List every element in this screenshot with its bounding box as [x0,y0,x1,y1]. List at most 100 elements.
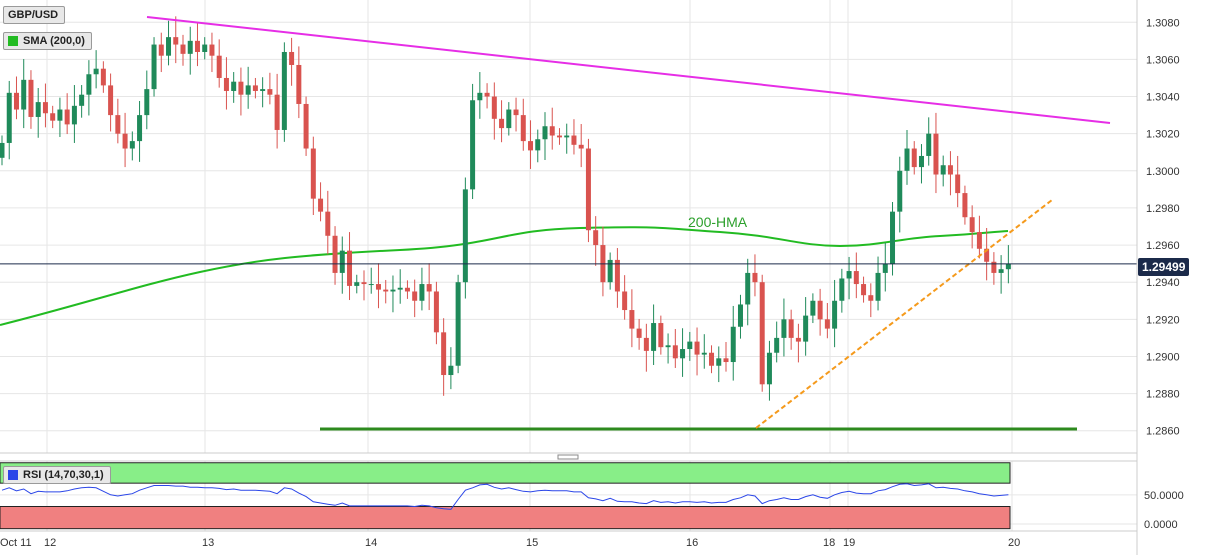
candle [274,73,280,149]
time-tick-label: 15 [526,537,538,549]
rising-trendline [755,199,1053,429]
candle-body [180,44,186,54]
price-tick-label: 1.3020 [1146,129,1180,141]
candle-body [361,282,367,285]
candle-body [6,92,12,143]
candle [108,73,114,132]
candle [622,275,628,320]
candle [238,67,244,116]
candle-body [737,304,743,327]
candle [332,226,338,285]
rsi-legend[interactable]: RSI (14,70,30,1) [3,466,111,484]
candle [535,129,541,163]
candle [289,37,295,86]
candle [0,135,5,166]
candle [296,46,302,119]
candle-body [303,103,309,149]
candle-body [390,289,396,292]
candle [180,34,186,66]
candle [137,100,143,162]
candle [28,70,34,129]
candle [6,80,12,160]
candle-body [933,133,939,175]
candle-body [281,51,287,130]
candle [412,279,418,318]
candle [122,112,128,168]
candle [882,242,888,292]
candle-body [629,310,635,329]
candle-body [868,295,874,301]
candle [614,248,620,308]
candle [643,323,649,372]
rsi-line [1,483,1009,510]
pane-resize-handle-icon [557,454,579,460]
time-tick-label: 18 [823,537,835,549]
candle [810,293,816,324]
time-tick-label: 16 [686,537,698,549]
candle [701,334,707,369]
candle-body [1005,263,1011,270]
rsi-swatch-icon [8,470,18,480]
candle-body [890,211,896,264]
candle-body [810,300,816,316]
sma-legend[interactable]: SMA (200,0) [3,32,92,50]
candle-body [13,92,19,110]
candle [21,59,27,129]
candle [151,37,157,97]
candle [100,61,106,93]
candle-body [325,211,331,236]
candle [817,288,823,336]
candle-body [491,96,497,119]
time-tick-label: 20 [1008,537,1020,549]
rsi-series [1,483,1009,510]
candle [578,124,584,168]
price-tick-label: 1.2900 [1146,351,1180,363]
candle-body [173,37,179,45]
candle-body [267,89,273,95]
candle [194,22,200,67]
candle [672,328,678,368]
candle [861,276,867,303]
candle-body [976,232,982,249]
candle [470,83,476,200]
price-tick-label: 1.3060 [1146,54,1180,66]
candle [803,297,809,356]
candle-body [71,105,77,125]
candle-body [397,287,403,290]
candle-body [231,81,237,91]
candle-body [441,332,447,376]
candle-body [404,287,410,292]
rsi-tick-label: 50.0000 [1144,490,1184,502]
candle [426,263,432,311]
candle [926,117,932,166]
symbol-legend[interactable]: GBP/USD [3,6,66,24]
price-tick-label: 1.2980 [1146,203,1180,215]
candle-body [803,315,809,342]
candle-body [499,118,505,129]
candle [875,256,881,311]
price-tick-label: 1.2940 [1146,277,1180,289]
candle [585,138,591,243]
candle [158,32,164,73]
candle [651,304,657,365]
candle-body [593,230,599,246]
candle [173,16,179,64]
candle-body [911,148,917,168]
candle-body [795,337,801,342]
candle-body [354,282,360,286]
candle [245,66,251,109]
candle-body [115,115,121,134]
candle-body [194,40,200,52]
candle-body [962,193,968,218]
rsi-tick-label: 0.0000 [1144,519,1178,531]
time-tick-label: 14 [365,537,377,549]
candle-body [260,89,266,91]
price-tick-label: 1.2920 [1146,314,1180,326]
candle-body [122,133,128,149]
candle-body [93,68,99,75]
candle [223,57,229,110]
rsi-overbought-zone [0,462,1011,484]
candle-body [745,272,751,305]
candle-body [137,115,143,142]
candle-body [672,345,678,359]
